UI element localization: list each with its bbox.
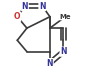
Text: N: N bbox=[39, 2, 46, 11]
Text: N: N bbox=[47, 59, 53, 68]
Text: Me: Me bbox=[59, 14, 71, 20]
Text: O: O bbox=[14, 12, 21, 21]
Text: N: N bbox=[60, 47, 67, 56]
Text: N: N bbox=[22, 2, 28, 11]
